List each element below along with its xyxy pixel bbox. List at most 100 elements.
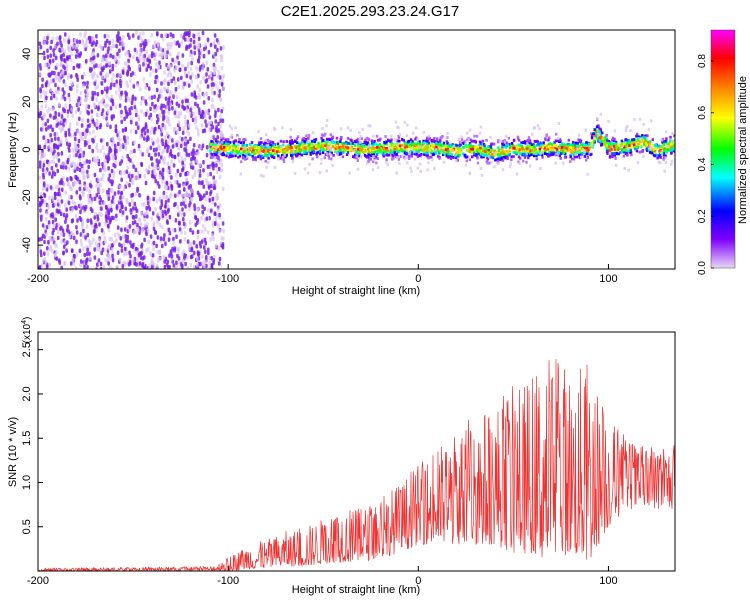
noise-cell	[118, 72, 122, 78]
halo-cell	[670, 159, 674, 163]
signal-cell	[621, 144, 624, 147]
noise-cell	[193, 211, 197, 216]
noise-cell	[73, 153, 76, 158]
signal-cell	[672, 147, 675, 151]
signal-cell	[532, 154, 536, 158]
noise-cell	[175, 95, 179, 100]
signal-cell	[442, 151, 445, 155]
halo-cell	[426, 168, 429, 172]
noise-cell	[128, 250, 131, 255]
noise-cell	[162, 116, 165, 122]
signal-cell	[292, 145, 295, 149]
noise-cell	[52, 78, 55, 83]
signal-cell	[222, 137, 225, 140]
signal-cell	[321, 140, 324, 144]
noise-cell	[106, 73, 109, 78]
signal-cell	[339, 137, 342, 141]
signal-cell	[595, 125, 599, 129]
noise-cell	[104, 43, 107, 48]
noise-cell	[191, 174, 195, 180]
noise-cell	[51, 249, 54, 254]
halo-cell	[233, 151, 236, 155]
signal-cell	[340, 136, 343, 139]
halo-cell	[533, 126, 536, 130]
noise-cell	[146, 149, 149, 154]
signal-cell	[228, 151, 231, 155]
halo-cell	[209, 121, 213, 125]
signal-cell	[479, 146, 482, 150]
signal-cell	[521, 147, 525, 151]
signal-cell	[242, 153, 245, 157]
halo-cell	[505, 134, 508, 138]
noise-cell	[171, 57, 174, 63]
signal-cell	[544, 137, 547, 141]
signal-cell	[581, 148, 584, 151]
noise-cell	[120, 227, 123, 232]
noise-cell	[56, 145, 59, 150]
signal-cell	[480, 155, 483, 159]
signal-cell	[573, 150, 576, 154]
noise-cell	[123, 170, 126, 175]
signal-cell	[367, 150, 370, 154]
noise-cell	[119, 143, 123, 149]
noise-cell	[118, 242, 121, 247]
signal-cell	[354, 148, 357, 152]
noise-cell	[172, 76, 176, 81]
noise-cell	[95, 39, 99, 45]
signal-cell	[663, 156, 666, 159]
signal-cell	[268, 146, 271, 149]
noise-cell	[103, 34, 107, 39]
noise-cell	[190, 247, 194, 253]
noise-cell	[108, 96, 111, 102]
noise-cell	[178, 221, 181, 226]
noise-cell	[46, 118, 50, 124]
noise-cell	[159, 46, 163, 51]
halo-cell	[397, 126, 400, 130]
noise-cell	[104, 103, 108, 108]
noise-cell	[179, 172, 182, 178]
noise-cell	[127, 156, 131, 162]
signal-cell	[445, 140, 449, 144]
noise-cell	[46, 35, 49, 41]
signal-cell	[301, 142, 305, 146]
noise-cell	[95, 34, 98, 39]
noise-cell	[200, 239, 204, 244]
noise-cell	[163, 233, 166, 238]
noise-cell	[129, 240, 132, 245]
noise-cell	[151, 264, 154, 269]
signal-cell	[500, 147, 503, 151]
signal-cell	[462, 142, 466, 146]
noise-cell	[113, 57, 117, 62]
noise-cell	[90, 42, 94, 47]
halo-cell	[608, 152, 612, 156]
signal-cell	[244, 155, 247, 158]
signal-cell	[592, 132, 595, 136]
noise-cell	[131, 206, 135, 211]
noise-cell	[77, 101, 81, 107]
noise-cell	[210, 183, 213, 189]
signal-cell	[490, 155, 493, 158]
noise-cell	[201, 229, 204, 234]
noise-cell	[162, 194, 165, 200]
noise-cell	[102, 138, 105, 143]
noise-cell	[67, 195, 71, 200]
halo-cell	[536, 124, 540, 128]
noise-cell	[61, 47, 65, 53]
noise-cell	[160, 33, 163, 39]
signal-cell	[269, 148, 272, 151]
noise-cell	[86, 218, 90, 223]
signal-cell	[473, 139, 477, 143]
signal-cell	[403, 147, 407, 151]
signal-cell	[547, 154, 550, 157]
noise-cell	[140, 162, 144, 168]
noise-cell	[200, 48, 203, 53]
signal-cell	[322, 142, 326, 145]
noise-cell	[160, 126, 164, 132]
noise-cell	[191, 117, 195, 123]
signal-cell	[386, 153, 389, 157]
signal-cell	[439, 143, 442, 147]
noise-cell	[98, 101, 101, 106]
signal-cell	[484, 149, 487, 153]
signal-cell	[268, 139, 271, 143]
noise-cell	[48, 195, 51, 200]
